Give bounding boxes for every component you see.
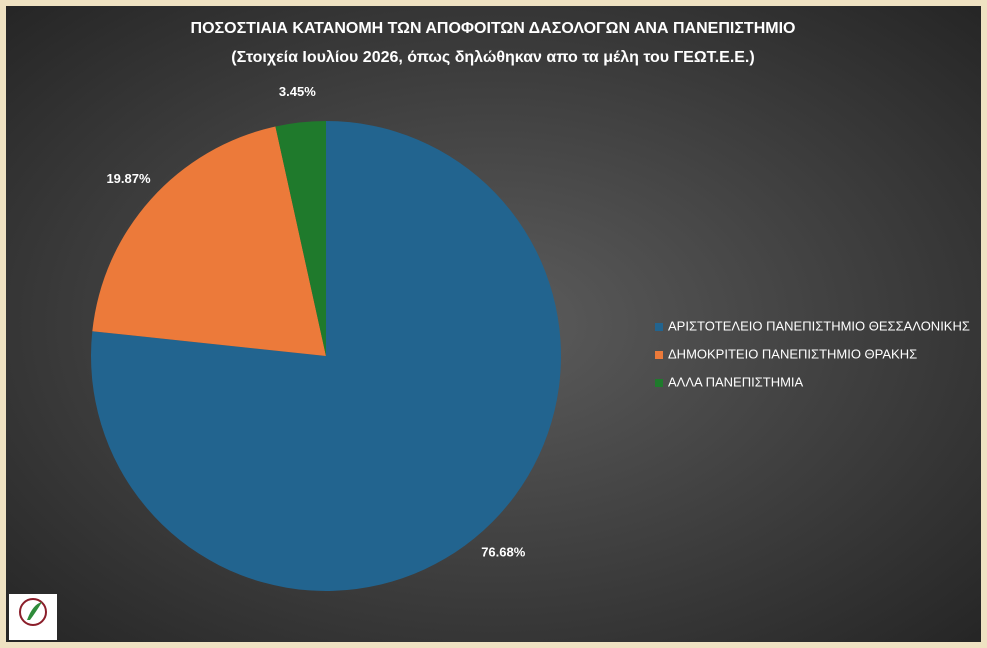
pie-slice: [92, 126, 326, 357]
legend-swatch: [655, 379, 663, 387]
pie-slice: [91, 121, 562, 591]
legend-label: ΑΡΙΣΤΟΤΕΛΕΙΟ ΠΑΝΕΠΙΣΤΗΜΙΟ ΘΕΣΣΑΛΟΝΙΚΗΣ: [668, 318, 970, 333]
chart-subtitle: (Στοιχεία Ιουλίου 2026, όπως δηλώθηκαν α…: [231, 49, 754, 66]
legend-swatch: [655, 323, 663, 331]
legend-label: ΔΗΜΟΚΡΙΤΕΙΟ ΠΑΝΕΠΙΣΤΗΜΙΟ ΘΡΑΚΗΣ: [668, 346, 917, 361]
legend-swatch: [655, 351, 663, 359]
data-label: 19.87%: [106, 171, 151, 186]
pie-slice: [275, 121, 326, 356]
data-label: 3.45%: [279, 84, 316, 99]
chart-title: ΠΟΣΟΣΤΙΑΙΑ ΚΑΤΑΝΟΜΗ ΤΩΝ ΑΠΟΦΟΙΤΩΝ ΔΑΣΟΛΟ…: [191, 20, 796, 37]
logo: [9, 594, 57, 640]
legend-label: ΑΛΛΑ ΠΑΝΕΠΙΣΤΗΜΙΑ: [668, 374, 804, 389]
data-label: 76.68%: [481, 544, 526, 559]
